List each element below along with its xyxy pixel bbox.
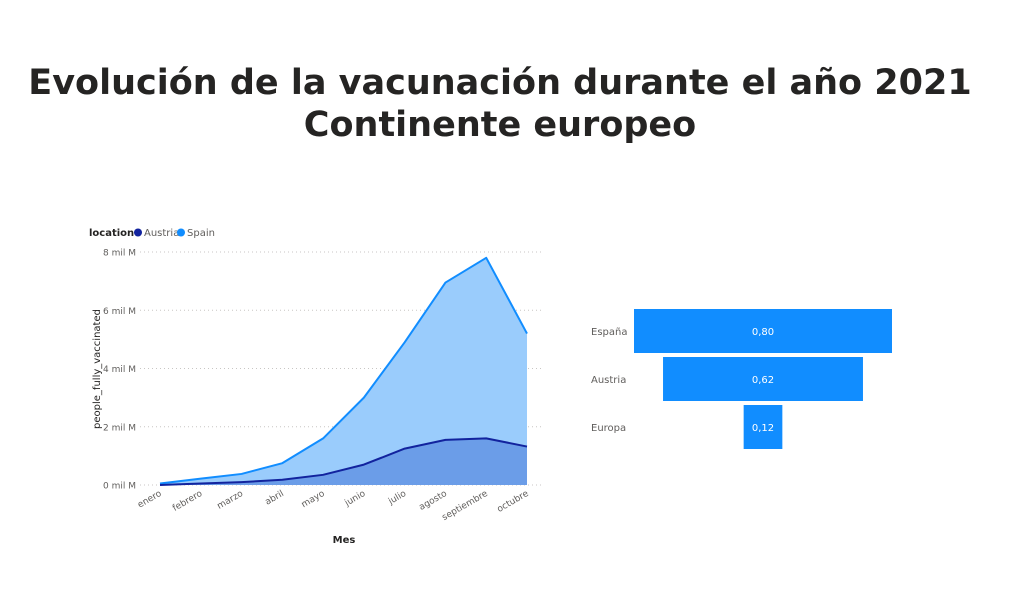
data-point-austria[interactable] — [279, 477, 285, 483]
x-axis-title: Mes — [333, 535, 356, 546]
data-point-spain[interactable] — [320, 435, 326, 441]
data-point-austria[interactable] — [524, 444, 530, 450]
title-line-1: Evolución de la vacunación durante el añ… — [28, 63, 972, 103]
page-title: Evolución de la vacunación durante el añ… — [0, 62, 1000, 146]
x-tick-label: marzo — [216, 489, 246, 512]
y-axis-title: people_fully_vaccinated — [92, 309, 103, 429]
y-tick-label: 6 mil M — [103, 307, 136, 317]
x-tick-label: agosto — [418, 489, 450, 513]
data-point-spain[interactable] — [279, 460, 285, 466]
legend-label-spain[interactable]: Spain — [187, 228, 215, 239]
data-point-spain[interactable] — [361, 395, 367, 401]
series-area-austria — [160, 438, 527, 485]
x-tick-label: septiembre — [441, 489, 491, 523]
series-area-spain — [160, 257, 527, 485]
funnel-value-label: 0,80 — [752, 327, 774, 338]
data-point-austria[interactable] — [320, 472, 326, 478]
y-tick-label: 8 mil M — [103, 249, 136, 259]
funnel-bar-austria[interactable] — [663, 357, 863, 401]
series-line-spain[interactable] — [159, 256, 528, 485]
data-point-austria[interactable] — [402, 446, 408, 452]
y-tick-label: 4 mil M — [103, 365, 136, 375]
data-point-austria[interactable] — [442, 437, 448, 443]
x-tick-label: febrero — [171, 489, 205, 514]
x-tick-label: enero — [136, 489, 164, 511]
y-tick-label: 2 mil M — [103, 423, 136, 433]
data-point-spain[interactable] — [483, 255, 489, 261]
data-point-spain[interactable] — [442, 280, 448, 286]
series-line-austria[interactable] — [159, 437, 528, 486]
data-point-spain[interactable] — [524, 331, 530, 337]
funnel-category-label: Europa — [591, 423, 626, 434]
funnel-category-label: España — [591, 327, 627, 338]
data-point-austria[interactable] — [361, 462, 367, 468]
data-point-austria[interactable] — [483, 435, 489, 441]
legend-marker-austria[interactable] — [134, 228, 142, 237]
funnel-value-label: 0,12 — [752, 423, 774, 434]
funnel-bar-espaa[interactable] — [634, 309, 892, 353]
legend-marker-spain[interactable] — [177, 228, 185, 237]
legend-label-austria[interactable]: Austria — [144, 228, 179, 239]
x-tick-label: mayo — [300, 489, 327, 510]
funnel-category-label: Austria — [591, 375, 626, 386]
funnel-value-label: 0,62 — [752, 375, 774, 386]
data-point-austria[interactable] — [239, 479, 245, 485]
x-tick-label: julio — [386, 489, 408, 508]
y-tick-label: 0 mil M — [103, 482, 136, 492]
data-point-austria[interactable] — [157, 482, 163, 488]
x-tick-label: abril — [264, 489, 286, 508]
legend-title: location — [89, 228, 134, 239]
x-tick-label: octubre — [496, 489, 531, 515]
data-point-spain[interactable] — [239, 471, 245, 477]
x-tick-label: junio — [343, 489, 368, 509]
data-point-spain[interactable] — [402, 339, 408, 345]
title-line-2: Continente europeo — [303, 105, 697, 145]
funnel-bar-europa[interactable] — [743, 405, 783, 449]
data-point-austria[interactable] — [198, 481, 204, 487]
